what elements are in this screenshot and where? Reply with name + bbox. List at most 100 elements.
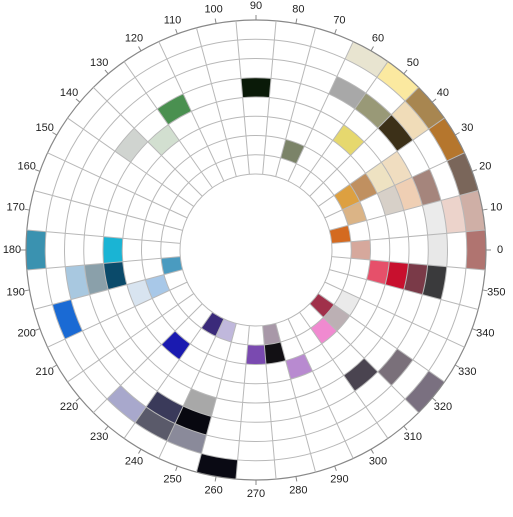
grid-spoke — [93, 303, 203, 413]
angle-tick-label: 30 — [461, 122, 473, 134]
grid-spoke — [329, 269, 479, 311]
color-cell-hue-250-ring-0 — [215, 318, 237, 342]
grid-spoke — [33, 269, 183, 311]
angle-tick-label: 180 — [3, 244, 21, 256]
grid-spoke — [47, 281, 188, 348]
grid-spoke — [275, 27, 317, 177]
angle-tick-label: 210 — [36, 366, 54, 378]
angle-tick-label: 280 — [289, 484, 307, 496]
grid-spoke — [235, 325, 250, 480]
angle-tick-mark — [104, 425, 109, 431]
angle-tick-mark — [175, 465, 178, 471]
color-cell-hue-250-ring-5 — [175, 406, 212, 435]
color-cell-hue-320-ring-5 — [377, 348, 413, 386]
angle-tick-mark — [138, 448, 142, 454]
grid-spoke — [123, 61, 213, 189]
color-cell-hue-30-ring-7 — [428, 118, 465, 161]
grid-spoke — [299, 61, 389, 189]
angle-tick-mark — [24, 289, 30, 292]
color-cell-hue-70-ring-1 — [280, 139, 305, 164]
color-cell-hue-190-ring-4 — [84, 263, 109, 295]
angle-tick-mark — [52, 364, 58, 368]
angle-tick-label: 230 — [90, 431, 108, 443]
grid-spoke — [287, 318, 354, 459]
angle-tick-label: 330 — [458, 366, 476, 378]
angle-tick-mark — [370, 46, 374, 52]
color-cell-hue-350-ring-3 — [385, 261, 409, 290]
angle-tick-mark — [370, 448, 374, 454]
angle-tick-label: 120 — [125, 33, 143, 45]
grid-spoke — [33, 189, 183, 231]
grid-spoke — [317, 293, 445, 383]
angle-tick-label: 340 — [476, 327, 494, 339]
grid-spoke — [331, 229, 486, 244]
angle-tick-mark — [104, 69, 109, 75]
color-cell-hue-130-ring-3 — [147, 124, 180, 156]
color-cell-hue-10-ring-6 — [440, 195, 466, 234]
angle-tick-label: 100 — [204, 4, 222, 16]
angle-tick-label: 190 — [7, 286, 25, 298]
grid-spoke — [299, 311, 389, 439]
angle-tick-label: 150 — [36, 122, 54, 134]
angle-tick-label: 270 — [247, 488, 265, 500]
angle-tick-label: 90 — [250, 0, 262, 12]
grid-spoke — [93, 87, 203, 197]
angle-tick-label: 250 — [163, 473, 181, 485]
angle-tick-mark — [35, 328, 41, 331]
angle-tick-mark — [175, 29, 178, 35]
angle-tick-mark — [431, 397, 437, 402]
angle-tick-label: 40 — [437, 87, 449, 99]
color-cell-hue-350-ring-2 — [366, 259, 390, 285]
color-cell-hue-240-ring-6 — [135, 406, 176, 441]
grid-ring — [44, 38, 468, 462]
grid-spoke — [309, 87, 419, 197]
color-cell-hue-270-ring-1 — [246, 344, 266, 365]
angle-tick-label: 170 — [7, 202, 25, 214]
color-cell-hue-200-ring-2 — [126, 279, 153, 307]
color-cell-hue-140-ring-4 — [114, 128, 148, 163]
grid-spoke — [331, 256, 486, 271]
color-cell-hue-320-ring-0 — [309, 293, 335, 318]
grid-spoke — [235, 20, 250, 175]
grid-spoke — [26, 256, 181, 271]
angle-tick-label: 140 — [60, 87, 78, 99]
angle-tick-labels: 0 10 20 30 40 50 60 70 80 90 100 110 120 130 140 150 160… — [3, 0, 506, 500]
angle-tick-label: 200 — [18, 327, 36, 339]
angle-tick-label: 130 — [90, 57, 108, 69]
angle-tick-mark — [454, 132, 460, 136]
polar-grid — [21, 15, 491, 485]
color-cell-hue-40-ring-7 — [405, 87, 445, 130]
color-cell-hue-20-ring-1 — [342, 201, 367, 226]
grid-ring — [64, 58, 448, 442]
angle-tick-mark — [482, 208, 488, 211]
grid-spoke — [158, 41, 225, 182]
angle-tick-mark — [471, 328, 477, 331]
color-cell-hue-40-ring-5 — [377, 114, 413, 152]
color-cell-hue-10-ring-7 — [459, 190, 486, 232]
grid-spoke — [309, 303, 419, 413]
color-cell-hue-320-ring-7 — [405, 370, 445, 413]
angle-tick-mark — [138, 46, 142, 52]
color-cell-hue-50-ring-3 — [332, 124, 365, 156]
color-cell-hue-180-ring-7 — [26, 229, 47, 271]
angle-tick-label: 260 — [204, 484, 222, 496]
color-cell-hue-10-ring-5 — [422, 200, 447, 235]
color-cell-hue-290-ring-2 — [285, 353, 313, 380]
color-cell-hue-0-ring-7 — [465, 229, 486, 271]
grid-spoke — [324, 152, 465, 219]
color-cell-hue-20-ring-5 — [412, 169, 441, 206]
color-cell-hue-120-ring-4 — [157, 93, 192, 125]
color-cell-hue-190-ring-5 — [65, 265, 90, 300]
color-cell-hue-10-ring-0 — [329, 225, 351, 244]
angle-tick-label: 70 — [333, 15, 345, 27]
grid-spoke — [123, 311, 213, 439]
color-cell-hue-60-ring-5 — [328, 76, 366, 109]
angle-tick-mark — [24, 208, 30, 211]
color-cell-hue-230-ring-6 — [106, 385, 147, 423]
angle-tick-label: 0 — [497, 244, 503, 256]
grid-spoke — [275, 323, 317, 473]
angle-tick-mark — [75, 397, 81, 402]
color-cell-hue-280-ring-0 — [262, 323, 281, 345]
color-cell-hue-200-ring-1 — [145, 274, 170, 299]
